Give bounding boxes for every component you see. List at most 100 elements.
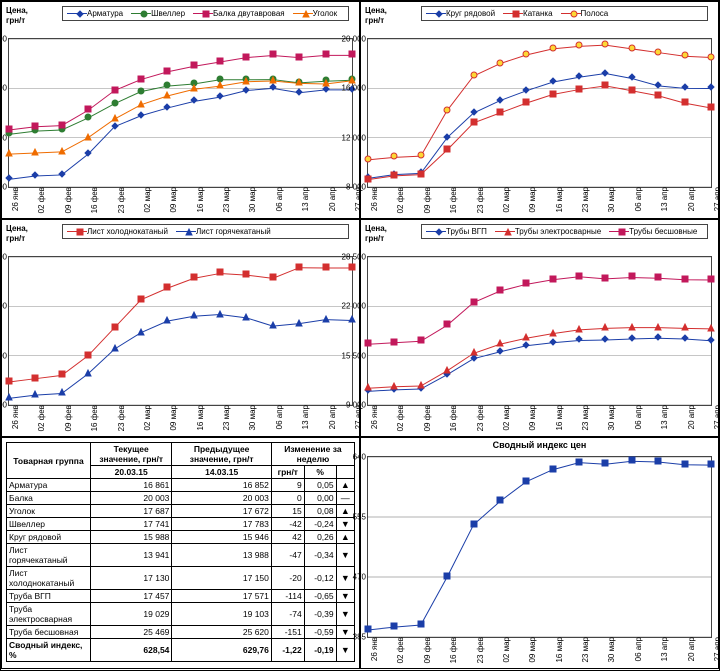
chart-2: Цена,грн/тКруг рядовойКатанкаПолоса8 000… <box>360 1 719 219</box>
data-point <box>417 381 425 391</box>
legend-item: Швеллер <box>131 9 185 18</box>
x-tick: 20 апр <box>685 187 696 211</box>
x-tick: 20 апр <box>685 405 696 429</box>
data-point <box>190 273 198 283</box>
trend-icon: ▼ <box>336 639 354 662</box>
data-point <box>601 323 609 333</box>
data-point <box>137 295 145 305</box>
cell-pct: -0,24 <box>304 518 336 531</box>
data-point <box>390 338 398 348</box>
cell-diff: -74 <box>271 603 304 626</box>
cell-prev: 13 988 <box>172 544 271 567</box>
data-point <box>654 333 662 343</box>
data-point <box>163 283 171 293</box>
x-tick: 16 мар <box>553 637 564 663</box>
data-point <box>443 106 451 116</box>
data-point <box>654 457 662 467</box>
data-point <box>575 85 583 95</box>
cell-current: 16 861 <box>90 479 171 492</box>
x-tick: 06 апр <box>632 405 643 429</box>
x-tick: 16 фев <box>447 405 458 431</box>
data-point <box>364 175 372 185</box>
data-point <box>549 90 557 100</box>
data-point <box>601 274 609 284</box>
cell-name: Лист холоднокатаный <box>7 567 91 590</box>
table-row: Труба бесшовная 25 469 25 620 -151 -0,59… <box>7 626 355 639</box>
cell-diff: -114 <box>271 590 304 603</box>
cell-pct: 0,26 <box>304 531 336 544</box>
data-point <box>496 108 504 118</box>
legend: Круг рядовойКатанкаПолоса <box>421 6 708 21</box>
legend-item: Катанка <box>503 9 553 18</box>
cell-pct: 0,08 <box>304 505 336 518</box>
x-tick: 02 мар <box>141 405 152 431</box>
x-tick: 09 фев <box>62 187 73 213</box>
sub-arrow <box>336 466 354 479</box>
cell-current: 17 741 <box>90 518 171 531</box>
data-point <box>364 625 372 635</box>
data-point <box>58 170 66 180</box>
data-point <box>707 103 715 113</box>
data-point <box>58 147 66 157</box>
x-tick: 16 фев <box>88 187 99 213</box>
data-point <box>575 325 583 335</box>
legend-label: Полоса <box>581 9 609 18</box>
data-point <box>295 319 303 329</box>
data-point <box>496 59 504 69</box>
data-point <box>654 48 662 58</box>
trend-icon: ▼ <box>336 544 354 567</box>
data-point <box>549 338 557 348</box>
x-tick: 26 янв <box>368 187 379 211</box>
cell-prev: 629,76 <box>172 639 271 662</box>
x-tick: 26 янв <box>368 637 379 661</box>
data-point <box>269 321 277 331</box>
data-point <box>681 323 689 333</box>
data-point <box>390 382 398 392</box>
y-axis-label: Цена,грн/т <box>365 6 387 26</box>
data-point <box>681 83 689 93</box>
x-tick: 23 фев <box>115 187 126 213</box>
data-point <box>628 73 636 83</box>
table-row: Балка 20 003 20 003 0 0,00 — <box>7 492 355 505</box>
cell-current: 17 130 <box>90 567 171 590</box>
data-point <box>575 335 583 345</box>
x-tick: 30 мар <box>605 405 616 431</box>
plot-area: 8 80011 80014 80017 80026 янв02 фев09 фе… <box>8 256 353 406</box>
data-point <box>216 310 224 320</box>
y-tick: 20 000 <box>342 35 368 44</box>
data-point <box>137 328 145 338</box>
data-point <box>417 170 425 180</box>
x-tick: 16 фев <box>447 187 458 213</box>
data-point <box>417 620 425 630</box>
cell-diff: -20 <box>271 567 304 590</box>
data-point <box>390 622 398 632</box>
data-point <box>31 122 39 132</box>
data-point <box>242 77 250 87</box>
plot-area: 9 00015 50022 00028 50026 янв02 фев09 фе… <box>367 256 712 406</box>
x-tick: 02 мар <box>141 187 152 213</box>
cell-pct: 0,00 <box>304 492 336 505</box>
legend-item: Арматура <box>67 9 123 18</box>
cell-name: Труба ВГП <box>7 590 91 603</box>
data-point <box>601 335 609 345</box>
data-point <box>163 103 171 113</box>
table-row: Лист горячекатаный 13 941 13 988 -47 -0,… <box>7 544 355 567</box>
data-point <box>111 114 119 124</box>
data-point <box>137 75 145 85</box>
cell-current: 19 029 <box>90 603 171 626</box>
data-point <box>522 477 530 487</box>
cell-prev: 19 103 <box>172 603 271 626</box>
data-point <box>242 313 250 323</box>
x-tick: 23 мар <box>579 187 590 213</box>
cell-diff: 9 <box>271 479 304 492</box>
table-row: Швеллер 17 741 17 783 -42 -0,24 ▼ <box>7 518 355 531</box>
data-point <box>269 76 277 86</box>
y-tick: 28 500 <box>342 253 368 262</box>
data-point <box>364 383 372 393</box>
data-point <box>707 53 715 63</box>
data-point <box>628 456 636 466</box>
data-point <box>84 105 92 115</box>
y-tick: 17 800 <box>0 253 9 262</box>
x-tick: 26 янв <box>9 187 20 211</box>
x-tick: 06 апр <box>632 637 643 661</box>
